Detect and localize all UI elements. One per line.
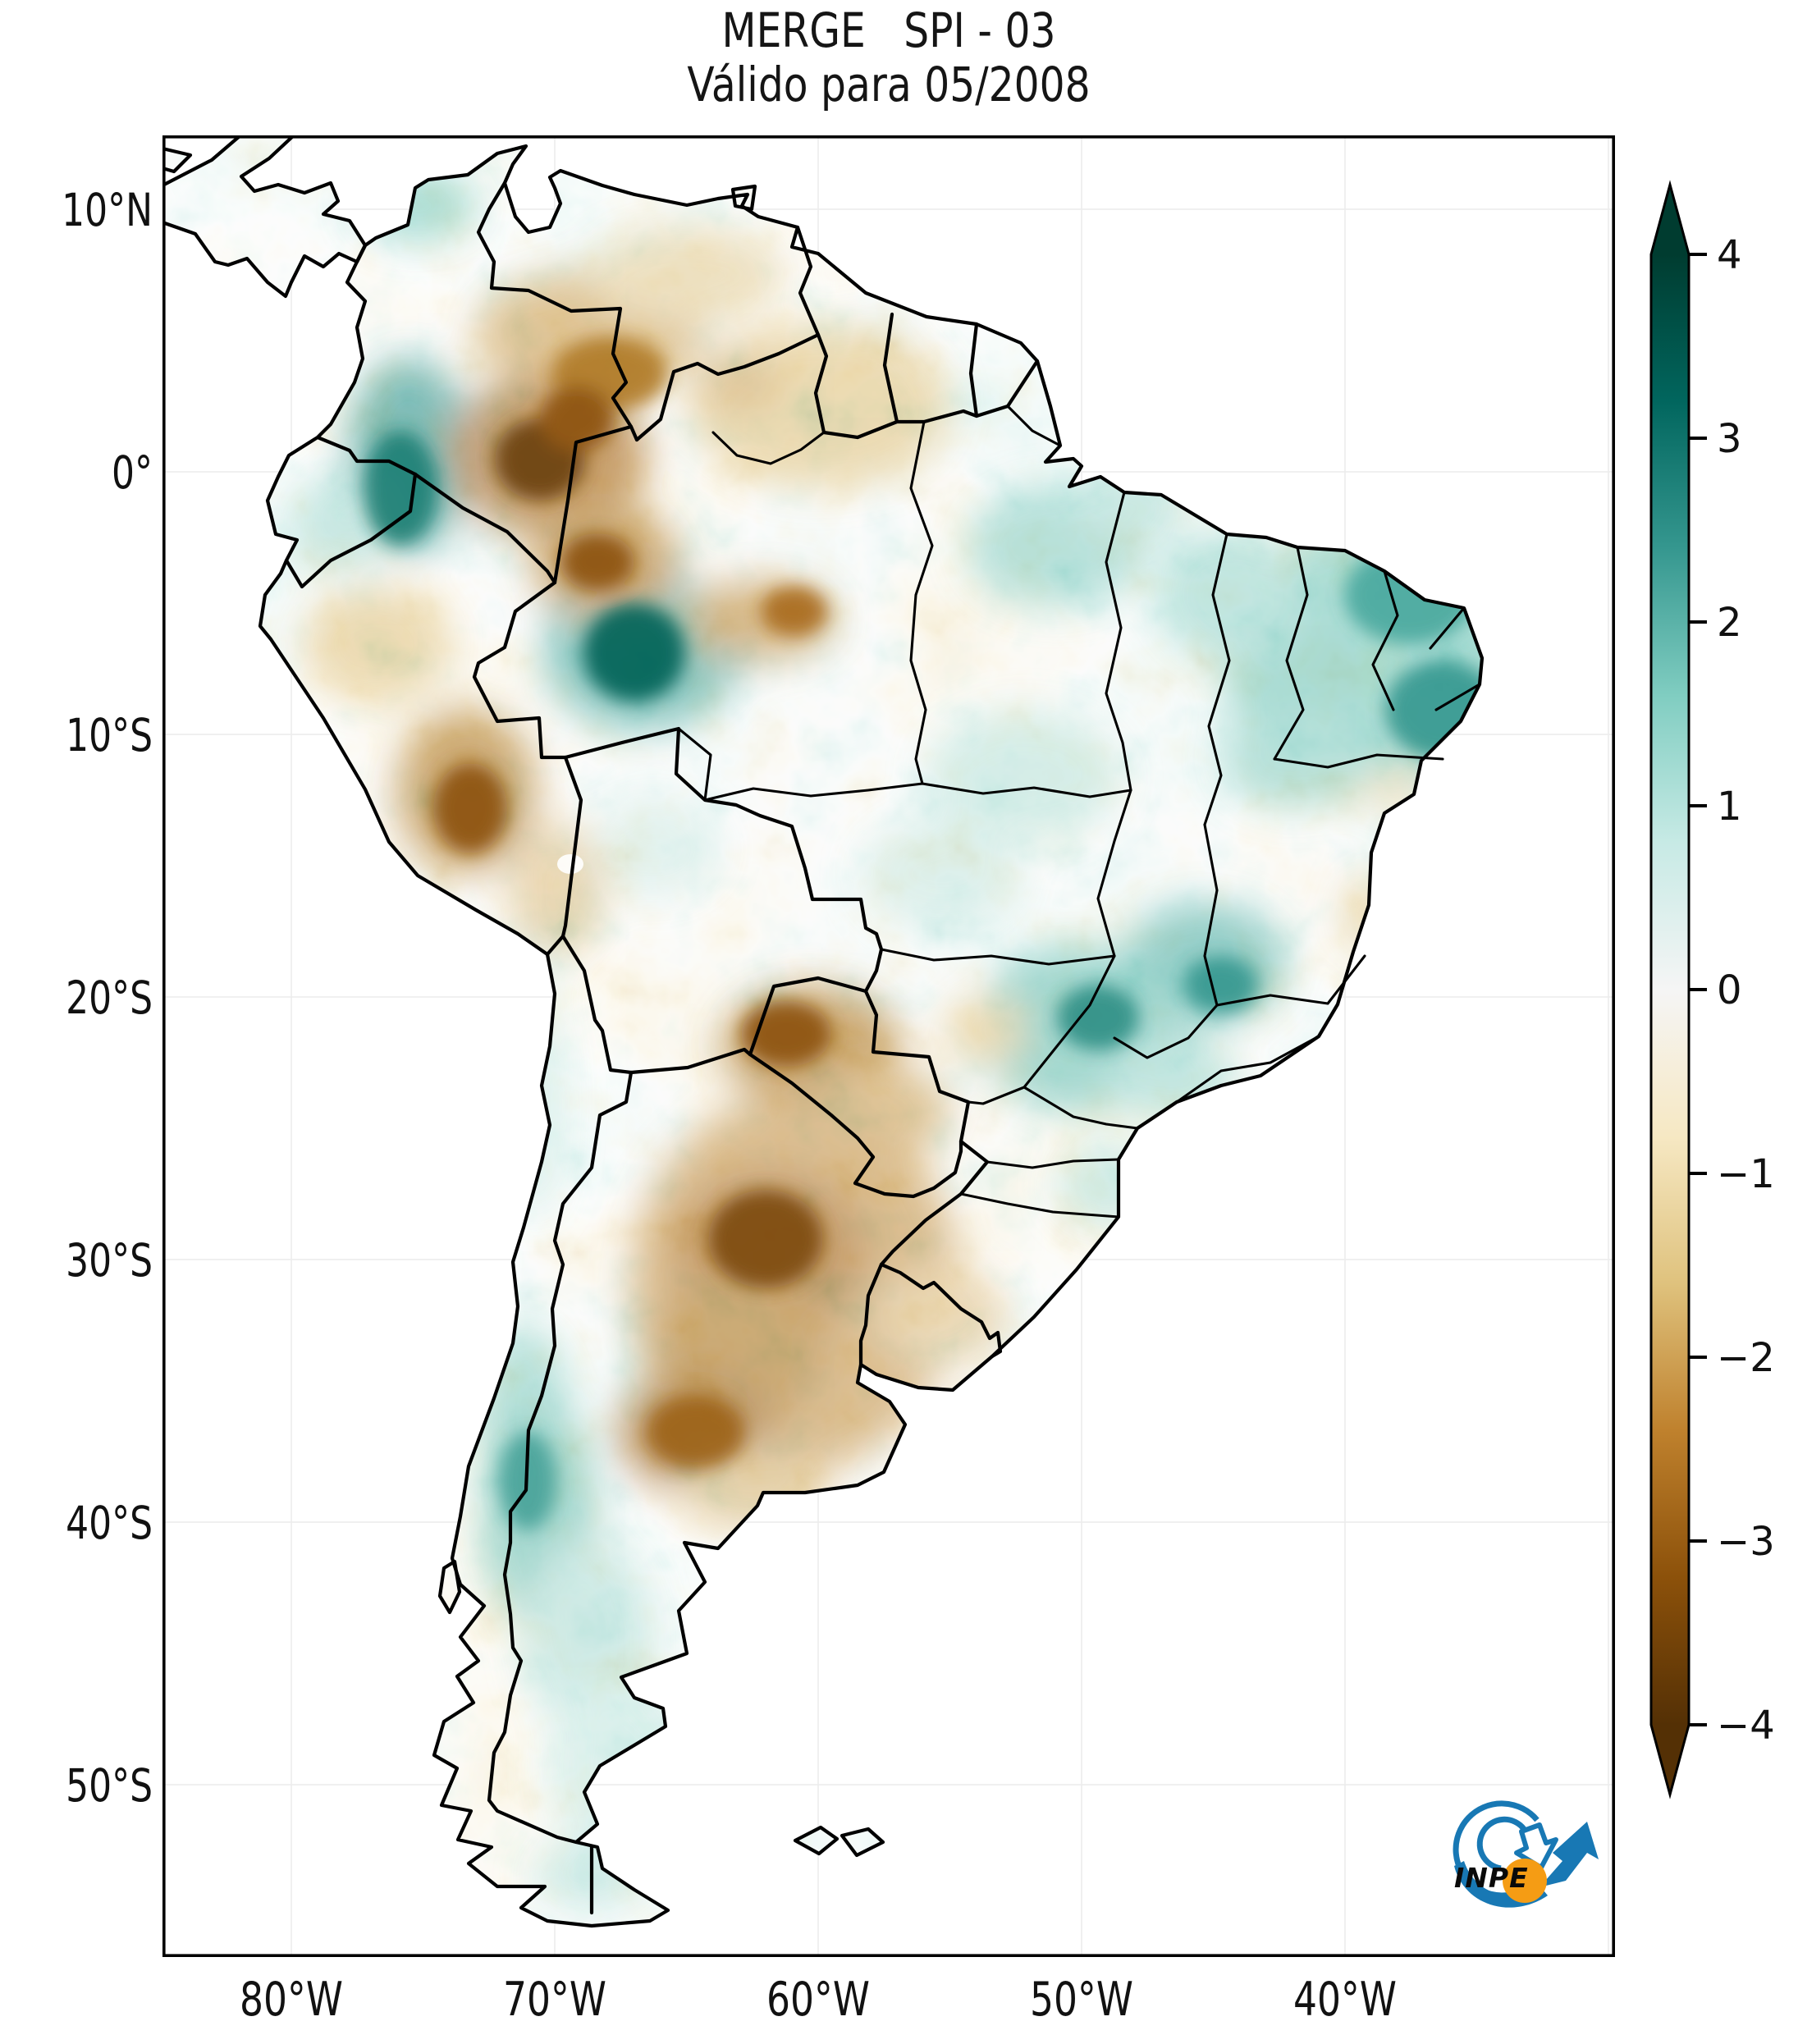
x-axis-tick-label: 60°W [766,1973,870,2027]
colorbar-tick-label: −2 [1717,1335,1775,1381]
colorbar-tick-label: 3 [1717,416,1742,462]
y-axis-tick-label: 10°N [62,184,153,236]
logo-up-arrow-icon [1540,1822,1599,1887]
x-axis-tick-label: 80°W [240,1973,343,2027]
colorbar-tick-label: −1 [1717,1151,1775,1197]
y-axis-tick-label: 10°S [66,709,153,761]
inpe-logo: INPE [1453,1800,1599,1908]
spi-map: INPE [162,135,1615,1957]
colorbar: 4 3 2 1 0 −1 −2 −3 −4 [1649,180,1775,1799]
y-axis-tick-label: 50°S [66,1759,153,1812]
y-axis-tick-label: 30°S [66,1234,153,1287]
x-axis-tick-label: 70°W [503,1973,606,2027]
state-borders [677,405,1481,1219]
y-axis-tick-label: 40°S [66,1497,153,1549]
colorbar-tick-label: 2 [1717,600,1742,646]
title-block: MERGE SPI - 03 Válido para 05/2008 [279,3,1499,112]
colorbar-tick-labels: 4 3 2 1 0 −1 −2 −3 −4 [1717,232,1775,1749]
colorbar-tick-label: 0 [1717,967,1742,1013]
chart-title: MERGE SPI - 03 [721,2,1056,58]
colorbar-tick-label: 1 [1717,784,1742,830]
country-borders [284,181,1040,1915]
chart-subtitle: Válido para 05/2008 [687,57,1091,112]
x-axis-tick-label: 40°W [1293,1973,1397,2027]
colorbar-tick-label: −4 [1717,1703,1775,1749]
colorbar-tick-label: −3 [1717,1519,1775,1565]
map-frame [162,135,1615,1957]
logo-orange-dot-icon [1503,1859,1547,1903]
colorbar-tick-marks [1689,253,1707,1726]
logo-down-arrow-icon [1514,1822,1558,1870]
colorbar-bar [1649,180,1690,1799]
y-axis-tick-label: 20°S [66,972,153,1024]
spi-raster [162,135,1482,1926]
colorbar-tick-label: 4 [1717,232,1742,278]
x-axis-tick-label: 50°W [1030,1973,1133,2027]
y-axis-tick-label: 0° [112,446,153,499]
logo-text: INPE [1454,1862,1529,1894]
lake-titicaca [557,854,583,874]
